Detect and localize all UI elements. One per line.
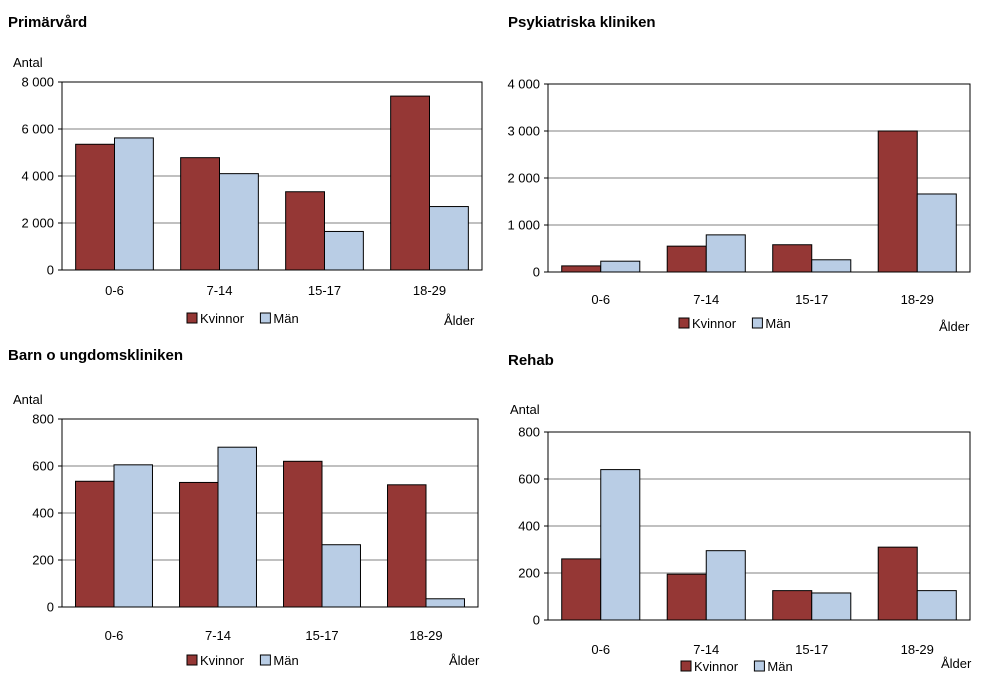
y-tick-label: 2 000 <box>21 216 54 231</box>
bar-man <box>217 446 257 608</box>
y-tick-label: 400 <box>518 519 540 534</box>
y-tick-label: 0 <box>533 613 540 628</box>
bar-man <box>705 234 746 273</box>
legend-swatch <box>259 654 271 666</box>
y-tick-label: 200 <box>518 566 540 581</box>
legend-swatch <box>753 660 765 672</box>
y-tick-label: 2 000 <box>507 171 540 186</box>
x-tick-label: 0-6 <box>105 628 124 643</box>
x-tick-label: 0-6 <box>105 283 124 298</box>
bar-kvinnor <box>772 590 813 621</box>
bar-man <box>219 173 259 271</box>
y-tick-label: 4 000 <box>507 77 540 92</box>
y-tick-label: 400 <box>32 506 54 521</box>
x-tick-label: 15-17 <box>305 628 338 643</box>
x-tick-label: 7-14 <box>693 292 719 307</box>
bar-kvinnor <box>180 157 220 271</box>
x-tick-label: 15-17 <box>308 283 341 298</box>
y-tick-label: 8 000 <box>21 75 54 90</box>
y-tick-label: 200 <box>32 553 54 568</box>
legend-swatch <box>678 317 690 329</box>
legend-swatch <box>751 317 763 329</box>
bar-kvinnor <box>666 245 707 273</box>
bar-kvinnor <box>285 191 325 271</box>
x-tick-label: 18-29 <box>901 642 934 657</box>
plot-area <box>547 83 971 273</box>
x-tick-label: 7-14 <box>205 628 231 643</box>
chart-title: Psykiatriska kliniken <box>508 14 656 31</box>
x-axis-label: Ålder <box>939 319 970 334</box>
legend-label: Män <box>767 659 792 674</box>
y-tick-label: 0 <box>47 263 54 278</box>
bar-man <box>705 550 746 621</box>
plot-area <box>547 431 971 621</box>
bar-kvinnor <box>390 95 430 271</box>
bar-man <box>916 193 957 273</box>
plot-area <box>61 81 483 271</box>
legend-label: Män <box>765 316 790 331</box>
bar-man <box>324 230 364 271</box>
x-axis-label: Ålder <box>444 313 475 328</box>
plot-area <box>61 418 479 608</box>
y-axis-label: Antal <box>13 55 43 70</box>
y-tick-label: 800 <box>518 425 540 440</box>
x-axis-label: Ålder <box>449 653 480 668</box>
bar-man <box>811 592 852 621</box>
y-tick-label: 1 000 <box>507 218 540 233</box>
bar-man <box>113 464 153 608</box>
y-tick-label: 800 <box>32 412 54 427</box>
bar-kvinnor <box>877 130 918 273</box>
legend-label: Kvinnor <box>200 311 245 326</box>
chart-title: Barn o ungdomskliniken <box>8 347 184 364</box>
legend-swatch <box>259 312 271 324</box>
bar-kvinnor <box>877 546 918 621</box>
bar-kvinnor <box>283 460 323 608</box>
x-tick-label: 0-6 <box>591 292 610 307</box>
y-tick-label: 600 <box>518 472 540 487</box>
bar-kvinnor <box>666 573 707 621</box>
bar-kvinnor <box>772 244 813 273</box>
legend-label: Kvinnor <box>200 653 245 668</box>
chart-title: Primärvård <box>8 14 88 31</box>
x-tick-label: 0-6 <box>591 642 610 657</box>
chart-title: Rehab <box>508 352 554 369</box>
bar-man <box>429 206 469 271</box>
y-tick-label: 0 <box>47 600 54 615</box>
y-tick-label: 0 <box>533 265 540 280</box>
bar-man <box>114 137 154 271</box>
x-tick-label: 18-29 <box>413 283 446 298</box>
legend-swatch <box>186 654 198 666</box>
x-tick-label: 15-17 <box>795 642 828 657</box>
y-tick-label: 3 000 <box>507 124 540 139</box>
legend-label: Kvinnor <box>694 659 739 674</box>
y-tick-label: 6 000 <box>21 122 54 137</box>
bar-man <box>916 590 957 621</box>
y-tick-label: 600 <box>32 459 54 474</box>
legend-label: Män <box>273 311 298 326</box>
bar-kvinnor <box>387 484 427 608</box>
x-tick-label: 7-14 <box>206 283 232 298</box>
legend-label: Män <box>273 653 298 668</box>
bar-kvinnor <box>75 480 115 608</box>
bar-kvinnor <box>561 558 602 621</box>
x-axis-label: Ålder <box>941 656 972 671</box>
y-axis-label: Antal <box>13 392 43 407</box>
legend-swatch <box>680 660 692 672</box>
x-tick-label: 18-29 <box>901 292 934 307</box>
y-axis-label: Antal <box>510 402 540 417</box>
bar-man <box>600 469 641 621</box>
y-tick-label: 4 000 <box>21 169 54 184</box>
x-tick-label: 18-29 <box>409 628 442 643</box>
legend-label: Kvinnor <box>692 316 737 331</box>
x-tick-label: 15-17 <box>795 292 828 307</box>
x-tick-label: 7-14 <box>693 642 719 657</box>
legend-swatch <box>186 312 198 324</box>
